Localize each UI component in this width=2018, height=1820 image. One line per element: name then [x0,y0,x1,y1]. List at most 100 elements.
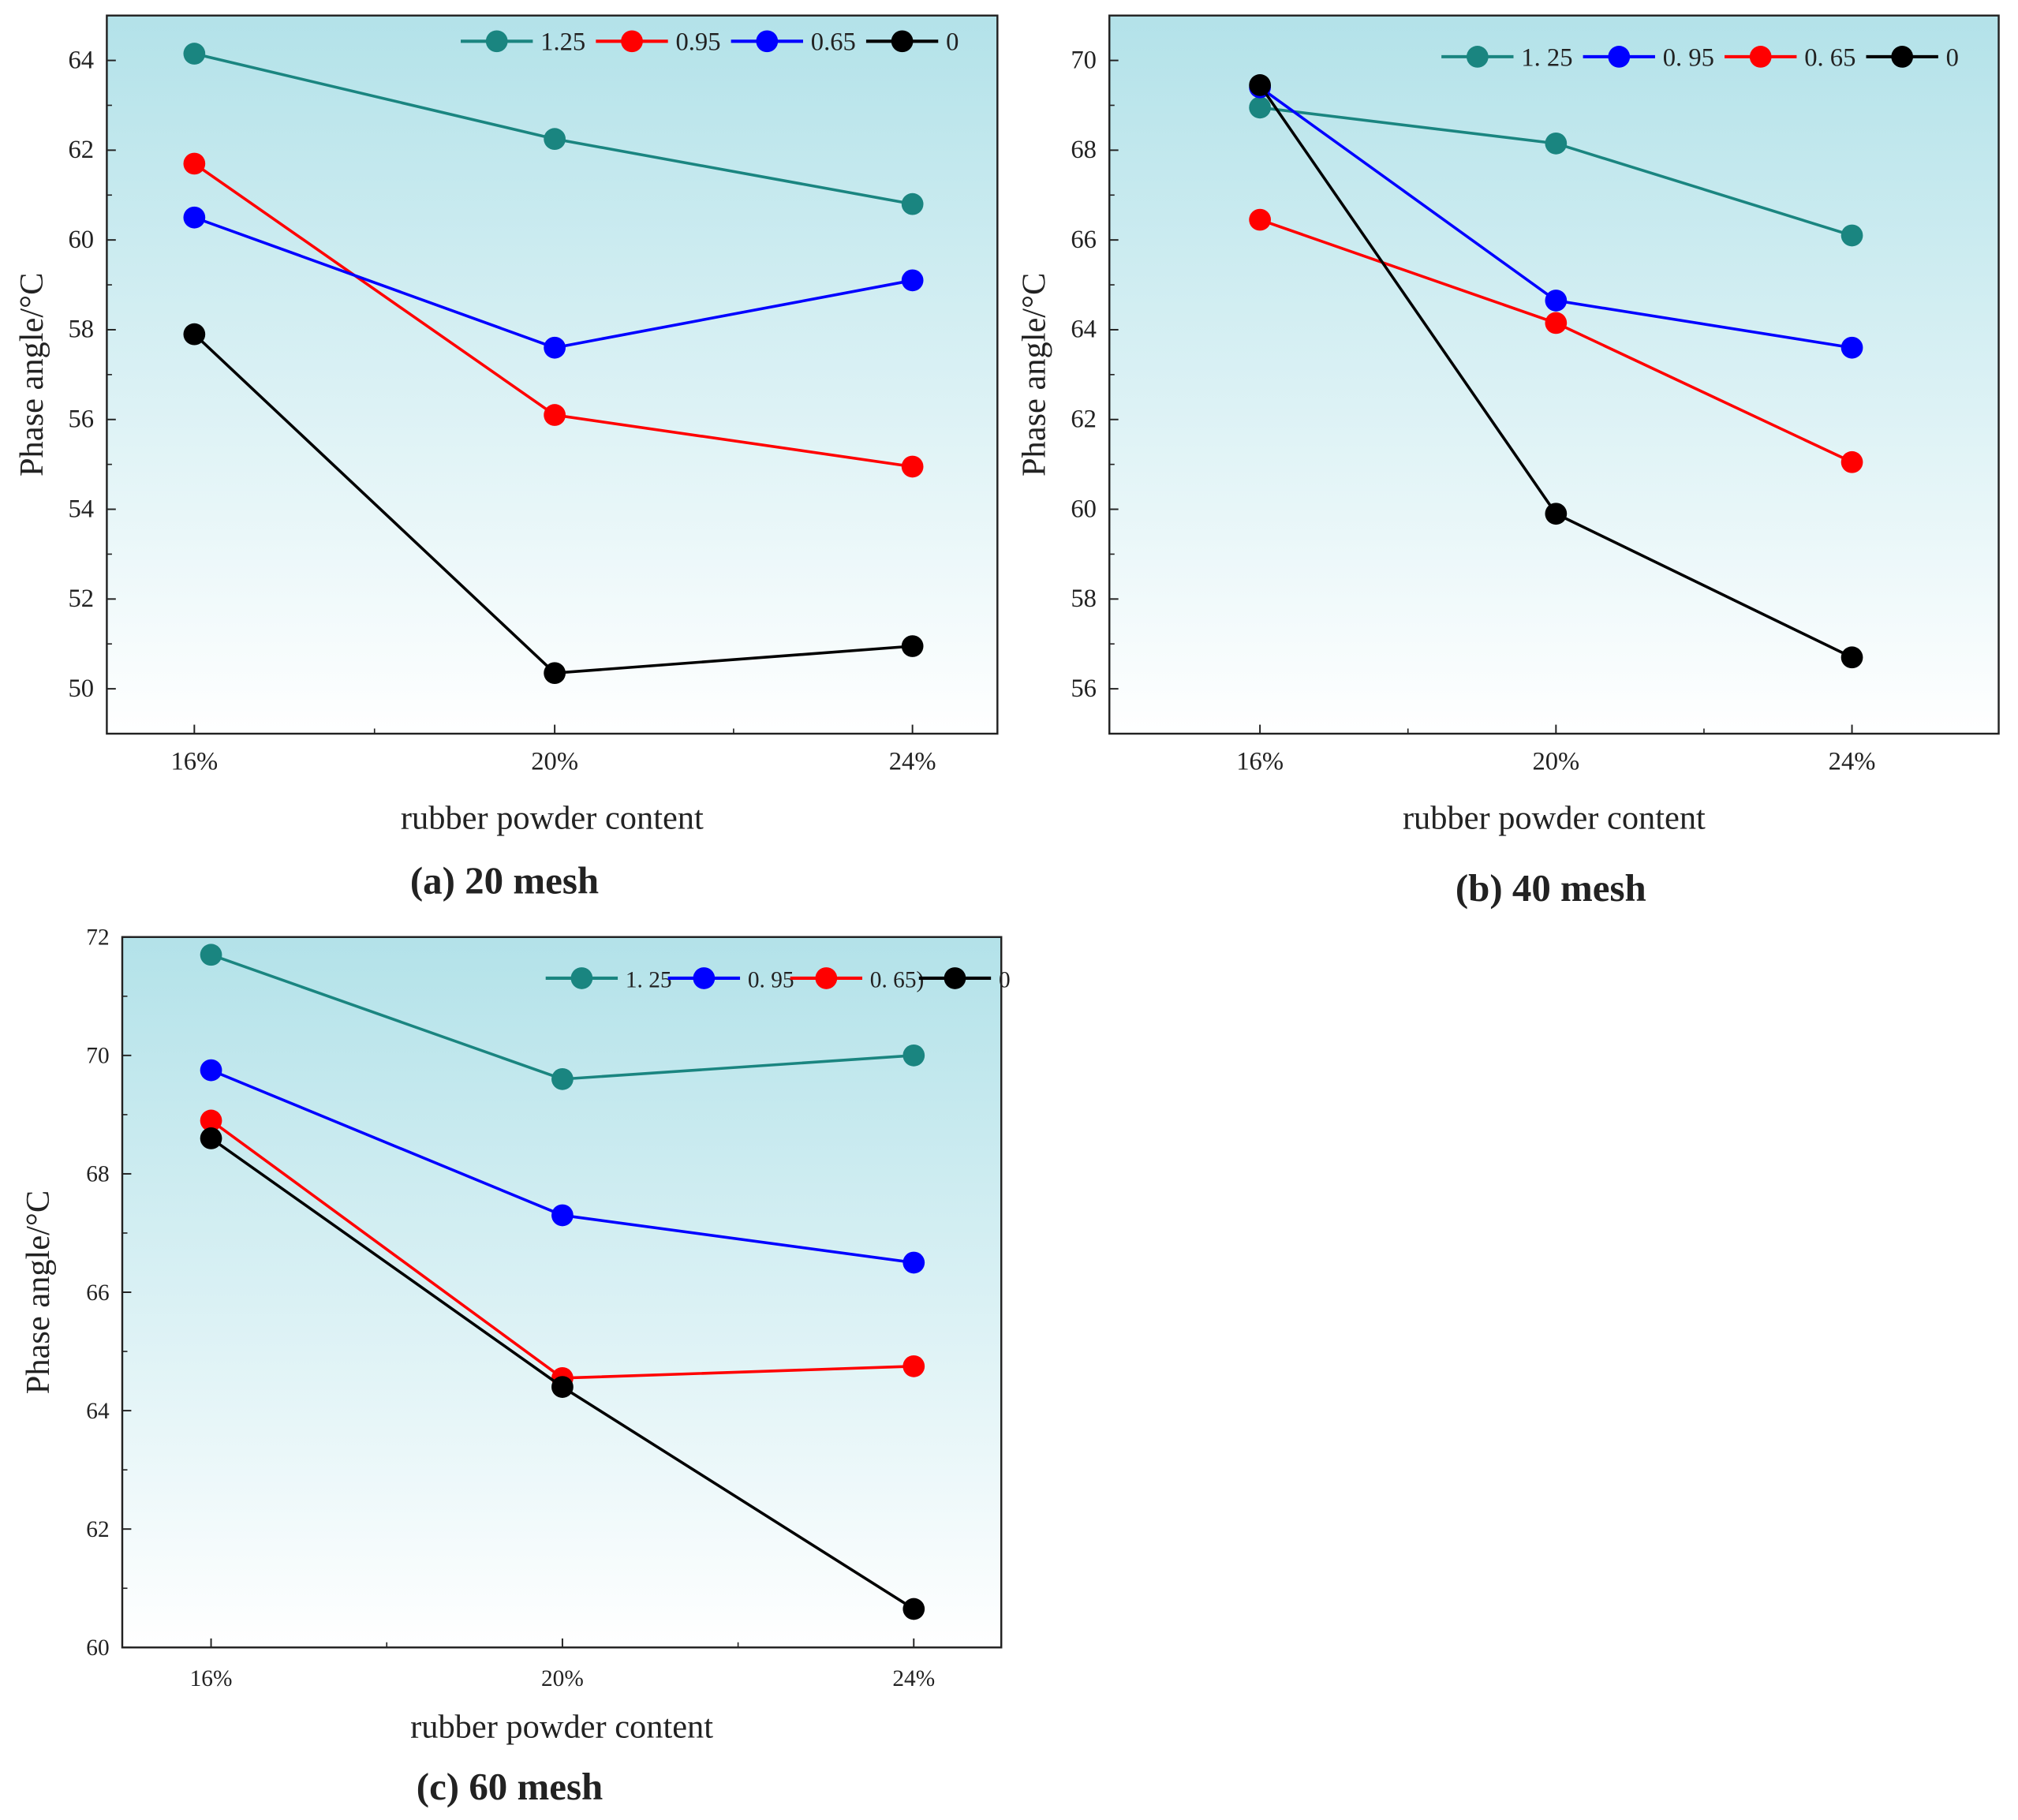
legend-label: 0. 95 [748,967,794,992]
legend-label: 1.25 [540,28,585,57]
legend-label: 0.65 [811,28,856,57]
data-point [902,1044,925,1067]
y-tick-label: 56 [1071,675,1097,703]
y-tick-label: 62 [86,1517,109,1542]
data-point [183,152,206,175]
series-2 [183,206,924,359]
chart-panel-2: 60 62 64 66 68 70 72 16% 20% 24% rubber powder con… [20,925,1011,1808]
legend-label: 1. 25 [626,967,672,992]
legend-marker [944,967,966,989]
data-point [1840,336,1863,359]
x-axis-label: rubber powder content [410,1708,713,1745]
y-tick-label: 64 [68,46,94,74]
data-point [544,662,566,685]
data-point [1545,290,1568,312]
series-3 [183,323,924,685]
data-point [1840,646,1863,669]
x-tick-label: 24% [892,1666,935,1691]
x-tick-label: 20% [1532,748,1579,776]
data-point [1545,132,1568,155]
data-point [200,1109,222,1132]
plot-area [106,14,999,735]
data-point [1249,74,1271,96]
y-tick-label: 50 [68,675,94,703]
data-point [551,1204,574,1227]
legend-marker [1891,46,1914,68]
y-tick-label: 60 [1071,495,1097,523]
y-tick-label: 70 [86,1044,109,1069]
series-0 [200,944,925,1090]
data-point [183,43,206,65]
y-tick-label: 62 [1071,405,1097,434]
series-3 [200,1127,925,1620]
legend-label: 1. 25 [1521,43,1572,72]
y-tick-label: 60 [86,1635,109,1661]
y-axis-label: Phase angle/°C [13,273,50,476]
legend: 1. 25 0. 95 0. 65) 0 [545,967,1011,992]
plot-area [121,936,1003,1649]
data-point [551,1067,574,1090]
legend-marker [891,30,914,53]
x-tick-label: 20% [541,1666,584,1691]
legend-marker [570,967,593,989]
x-tick-label: 16% [1236,748,1284,776]
legend-marker [485,30,508,53]
x-axis-label: rubber powder content [401,800,704,837]
data-point [1249,208,1271,231]
y-tick-label: 68 [86,1162,109,1187]
y-tick-label: 56 [68,405,94,434]
x-tick-label: 16% [170,748,218,776]
series-3 [1249,74,1863,669]
legend-marker [756,30,779,53]
y-tick-label: 60 [68,226,94,254]
legend-marker [1749,46,1772,68]
legend-marker [621,30,643,53]
x-axis-label: rubber powder content [1403,800,1706,837]
x-tick-label: 16% [190,1666,233,1691]
data-point [1545,312,1568,334]
data-point [544,336,566,359]
y-tick-label: 66 [86,1280,109,1306]
legend-label: 0. 65 [1804,43,1855,72]
y-tick-label: 68 [1071,136,1097,164]
legend-label: 0. 65) [870,967,925,992]
chart-title: (c) 60 mesh [417,1765,603,1808]
legend-label: 0 [1946,43,1959,72]
legend-label: 0.95 [675,28,720,57]
data-point [1840,450,1863,473]
x-tick-label: 20% [531,748,578,776]
data-point [200,944,222,966]
y-tick-label: 72 [86,925,109,951]
data-point [902,1355,925,1377]
data-point [901,455,924,478]
y-tick-label: 70 [1071,46,1097,74]
legend-marker [1608,46,1631,68]
data-point [551,1376,574,1398]
legend-marker [693,967,716,989]
legend: 1. 25 0. 95 0. 65 0 [1441,43,1959,72]
data-point [901,635,924,657]
data-point [1249,96,1271,119]
y-tick-label: 54 [68,495,94,523]
chart-panel-1: 56 58 60 62 64 66 68 70 16% 20% 24% rubber powder c… [1016,14,2000,910]
data-point [200,1127,222,1149]
y-tick-label: 66 [1071,226,1097,254]
series-0 [183,43,924,215]
data-point [902,1251,925,1274]
chart-title: (b) 40 mesh [1456,866,1646,910]
data-point [544,404,566,426]
data-point [1840,224,1863,247]
series-1 [183,152,924,478]
y-axis-label: Phase angle/°C [1016,273,1053,476]
data-point [544,128,566,151]
x-tick-label: 24% [1829,748,1876,776]
legend: 1.25 0.95 0.65 0 [461,28,959,57]
legend-marker [815,967,838,989]
data-point [1545,503,1568,525]
legend-label: 0. 95 [1663,43,1714,72]
data-point [901,269,924,292]
y-tick-label: 64 [1071,316,1097,344]
legend-label: 0 [999,967,1011,992]
data-point [183,206,206,229]
